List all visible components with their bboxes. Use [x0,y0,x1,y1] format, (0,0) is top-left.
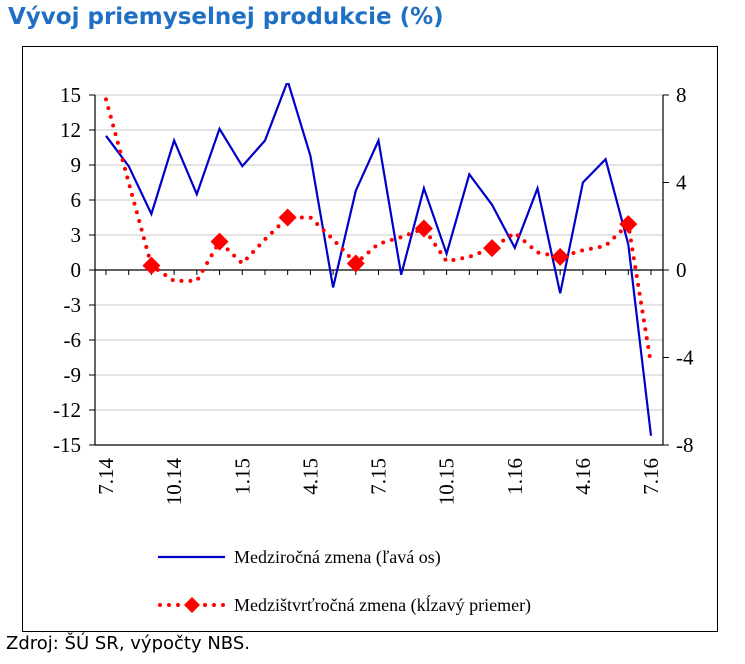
series [104,83,653,436]
qoq-marker [210,232,229,251]
qoq-marker [483,239,502,258]
left-tick-label: -15 [53,433,81,457]
x-tick-label: 4.16 [571,458,595,495]
left-tick-label: -3 [64,293,82,317]
x-tick-label: 7.14 [94,458,118,495]
left-tick-label: 12 [60,118,81,142]
left-tick-label: 0 [71,258,82,282]
qoq-marker [619,215,638,234]
x-axis-ticks: 7.14 10.14 1.15 4.15 7.15 10.15 1.16 4.16 7.16 [94,458,663,506]
x-tick-label: 10.15 [435,458,459,505]
legend: Medziročná zmena (ľavá os) Medzištvrťroč… [158,547,531,616]
right-tick-label: -8 [676,433,694,457]
left-tick-label: 3 [71,223,82,247]
x-tick-label: 7.15 [367,458,391,495]
left-tick-label: -6 [64,328,82,352]
left-tick-label: 9 [71,153,82,177]
qoq-marker [278,208,297,227]
right-tick-label: 0 [676,258,687,282]
chart-frame [22,46,718,632]
legend-label-yoy: Medziročná zmena (ľavá os) [234,547,441,568]
right-tick-label: 8 [676,83,687,107]
qoq-marker [551,247,570,266]
x-tick-label: 7.16 [639,458,663,495]
legend-swatch-qoq [158,597,226,613]
right-tick-label: -4 [676,346,694,370]
qoq-marker [346,254,365,273]
series-line-yoy [105,83,653,436]
right-axis-ticks: 8 4 0 -4 -8 [663,83,694,457]
right-tick-label: 4 [676,171,687,195]
left-axis-ticks: 15 12 9 6 3 0 -3 -6 -9 -12 -15 [53,83,95,457]
legend-swatch-qoq-marker [184,597,200,613]
qoq-marker [142,256,161,275]
left-tick-label: -9 [64,363,82,387]
legend-label-qoq: Medzištvrťročná zmena (kĺzavý priemer) [234,594,531,616]
left-tick-label: -12 [53,398,81,422]
chart-title: Vývoj priemyselnej produkcie (%) [8,4,444,30]
left-tick-label: 6 [71,188,82,212]
qoq-marker [414,219,433,238]
x-tick-label: 1.16 [503,458,527,495]
x-tick-label: 4.15 [298,458,322,495]
x-tick-label: 1.15 [230,458,254,495]
source-note: Zdroj: ŠÚ SR, výpočty NBS. [6,633,250,654]
zero-axis [95,269,663,275]
left-tick-label: 15 [60,83,81,107]
x-tick-label: 10.14 [162,458,186,506]
